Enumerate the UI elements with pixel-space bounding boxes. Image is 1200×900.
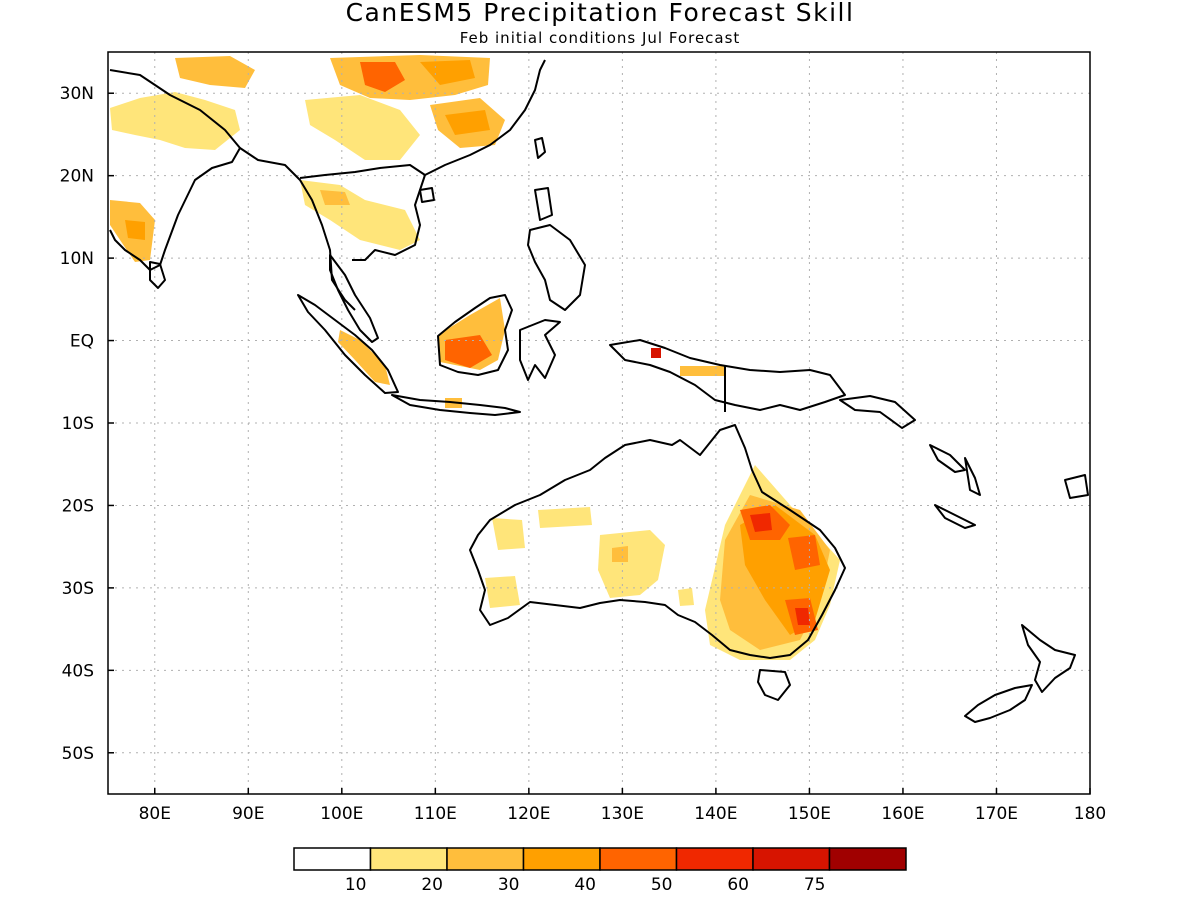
lat-tick-label: 10N <box>60 249 94 269</box>
skill-patch-china-central <box>305 95 420 160</box>
skill-patch-china-core2 <box>420 60 475 85</box>
skill-patch-tibet <box>175 56 255 88</box>
coast-newguinea <box>609 339 846 411</box>
lat-tick-label: 20S <box>62 496 94 516</box>
colorbar-swatch <box>828 847 907 871</box>
colorbar-label: 20 <box>421 875 443 895</box>
colorbar-label: 40 <box>574 875 596 895</box>
lat-tick-label: 50S <box>62 744 94 764</box>
coast-vanuatu <box>964 457 981 496</box>
skill-patch-aus-east-red3b <box>795 608 810 625</box>
skill-patch-indochina-core <box>320 190 350 205</box>
skill-patch-aus-west <box>492 518 525 550</box>
colorbar-label: 60 <box>727 875 749 895</box>
colorbar-labels: 10 20 30 40 50 60 75 <box>345 875 826 895</box>
coast-malay-peninsula <box>329 254 379 343</box>
skill-patch-aus-nw <box>538 507 592 528</box>
colorbar-label: 30 <box>498 875 520 895</box>
lat-tick-label: EQ <box>70 332 94 352</box>
coast-bay-bengal-east <box>239 147 356 311</box>
coast-new-caledonia <box>934 504 976 529</box>
skill-patch-newguinea-core <box>651 348 661 358</box>
lon-tick-label: 110E <box>414 804 457 824</box>
colorbar-label: 75 <box>804 875 826 895</box>
skill-patch-aus-east-red1b <box>750 513 772 532</box>
lat-axis-labels: 30N 20N 10N EQ 10S 20S 30S 40S 50S <box>60 84 114 764</box>
coast-hainan <box>419 187 435 203</box>
colorbar-swatch <box>599 847 678 871</box>
skill-patch-india-west-core <box>125 220 145 240</box>
map-subtitle: Feb initial conditions Jul Forecast <box>459 29 741 47</box>
skill-patch-sumatra <box>338 330 390 385</box>
skill-shading <box>110 55 840 660</box>
colorbar: 10 20 30 40 50 60 75 <box>293 847 907 895</box>
lat-tick-label: 40S <box>62 661 94 681</box>
colorbar-swatches <box>293 847 907 871</box>
coast-philippines <box>527 224 586 311</box>
coast-nz-south <box>964 684 1033 723</box>
coast-nz-north <box>1021 624 1076 693</box>
skill-patch-aus-central-core <box>612 546 628 562</box>
skill-patch-borneo-core <box>445 335 492 368</box>
coast-new-britain <box>839 395 916 429</box>
coast-australia <box>469 424 846 659</box>
lon-tick-label: 130E <box>601 804 644 824</box>
skill-patch-aus-central <box>598 530 665 598</box>
coast-indochina <box>299 164 426 261</box>
skill-patch-aus-sw <box>485 576 520 608</box>
coast-solomons <box>929 444 966 473</box>
skill-patch-china-core1 <box>360 62 405 92</box>
lon-tick-label: 140E <box>694 804 737 824</box>
colorbar-swatch <box>522 847 601 871</box>
coast-tasmania <box>757 669 791 701</box>
lon-tick-label: 160E <box>881 804 924 824</box>
coast-sulawesi <box>519 319 561 381</box>
map-title: CanESM5 Precipitation Forecast Skill <box>345 0 855 27</box>
coast-java <box>391 394 521 416</box>
graticule <box>108 52 1090 794</box>
colorbar-swatch <box>675 847 754 871</box>
skill-patch-india-north <box>110 92 240 150</box>
lon-tick-label: 120E <box>507 804 550 824</box>
skill-patch-china-east-core <box>445 110 490 135</box>
lon-axis-labels: 80E 90E 100E 110E 120E 130E 140E 150E 160E 170E 18… <box>139 788 1106 824</box>
skill-patch-aus-east-red2 <box>788 535 820 570</box>
colorbar-label: 10 <box>345 875 367 895</box>
colorbar-label: 50 <box>651 875 673 895</box>
coast-fiji <box>1064 474 1089 499</box>
lat-tick-label: 30N <box>60 84 94 104</box>
coast-srilanka <box>149 261 166 289</box>
coast-sumatra <box>297 294 399 394</box>
colorbar-swatch <box>293 847 372 871</box>
lon-tick-label: 180 <box>1074 804 1106 824</box>
colorbar-swatch <box>369 847 448 871</box>
coast-asia-main <box>109 69 241 271</box>
lon-tick-label: 90E <box>232 804 264 824</box>
lon-tick-label: 100E <box>320 804 363 824</box>
colorbar-swatch <box>446 847 525 871</box>
coast-borneo <box>437 294 513 376</box>
lon-tick-label: 150E <box>788 804 831 824</box>
lon-tick-label: 170E <box>975 804 1018 824</box>
skill-patch-newguinea <box>680 366 725 376</box>
lat-tick-label: 30S <box>62 579 94 599</box>
colorbar-swatch <box>752 847 831 871</box>
skill-patch-aus-south <box>678 588 694 606</box>
lat-tick-label: 20N <box>60 167 94 187</box>
lon-tick-label: 80E <box>139 804 171 824</box>
coast-taiwan <box>534 137 546 159</box>
coastlines <box>109 59 1089 723</box>
coast-philippines-north <box>534 187 553 221</box>
coast-china-east <box>424 59 546 176</box>
lat-tick-label: 10S <box>62 414 94 434</box>
